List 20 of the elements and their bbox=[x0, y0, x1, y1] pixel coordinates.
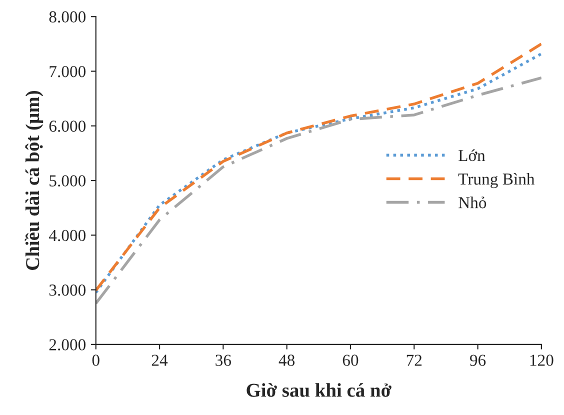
y-tick-label: 5.000 bbox=[50, 175, 86, 187]
x-axis-title: Giờ sau khi cá nở bbox=[246, 383, 392, 397]
x-tick-label: 120 bbox=[530, 354, 554, 366]
legend-label: Lớn bbox=[458, 149, 486, 162]
y-tick-label: 8.000 bbox=[49, 11, 86, 23]
x-tick-label: 60 bbox=[342, 354, 358, 366]
y-tick-label: 4.000 bbox=[48, 230, 86, 242]
legend-label: Nhỏ bbox=[458, 196, 486, 208]
x-tick-label: 96 bbox=[470, 354, 486, 366]
y-tick-label: 3.000 bbox=[49, 284, 86, 296]
x-tick-label: 24 bbox=[152, 354, 168, 366]
y-tick-label: 7.000 bbox=[50, 66, 86, 78]
legend-label: Trung Bình bbox=[458, 172, 535, 188]
x-tick-label: 0 bbox=[92, 354, 100, 366]
y-tick-label: 2.000 bbox=[49, 339, 86, 350]
y-tick-label: 6.000 bbox=[49, 120, 86, 132]
x-tick-label: 36 bbox=[216, 354, 232, 366]
y-axis-title: Chiều dài cá bột (µm) bbox=[24, 90, 44, 270]
x-tick-label: 48 bbox=[278, 354, 295, 366]
x-tick-label: 72 bbox=[406, 354, 422, 366]
